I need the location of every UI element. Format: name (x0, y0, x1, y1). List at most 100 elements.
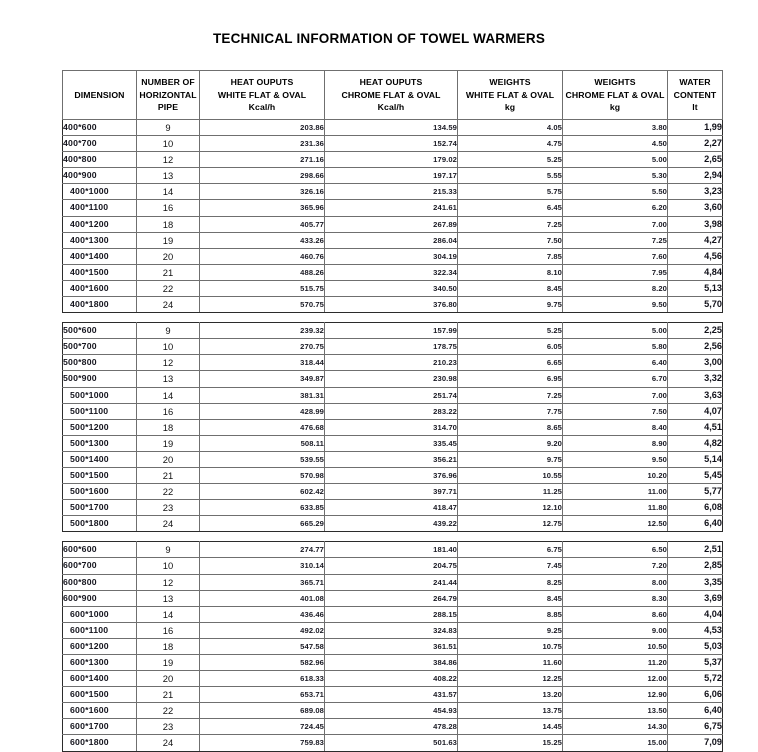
cell-heat-output-chrome: 230.98 (324, 370, 458, 388)
table-row: 600*900 13 401.08 264.79 8.45 8.30 3,69 (62, 589, 723, 607)
cell-pipe-count: 21 (136, 263, 200, 281)
cell-weight-white: 10.75 (457, 637, 563, 656)
cell-dimension: 400*900 (62, 167, 137, 185)
cell-heat-output-white: 274.77 (199, 541, 325, 559)
cell-weight-chrome: 5.80 (562, 338, 668, 356)
cell-weight-chrome: 11.00 (562, 483, 668, 501)
cell-dimension: 600*1200 (62, 637, 137, 656)
cell-weight-white: 8.65 (457, 418, 563, 436)
cell-weight-white: 8.45 (457, 279, 563, 298)
cell-weight-white: 13.75 (457, 702, 563, 720)
cell-weight-white: 7.45 (457, 557, 563, 575)
cell-heat-output-chrome: 408.22 (324, 670, 458, 688)
cell-weight-chrome: 8.40 (562, 418, 668, 436)
cell-heat-output-white: 653.71 (199, 686, 325, 704)
cell-weight-chrome: 8.30 (562, 589, 668, 607)
cell-dimension: 500*1200 (62, 418, 137, 436)
cell-dimension: 400*800 (62, 151, 137, 169)
cell-weight-chrome: 7.20 (562, 557, 668, 575)
table-row: 500*900 13 349.87 230.98 6.95 6.70 3,32 (62, 370, 723, 388)
cell-heat-output-chrome: 314.70 (324, 418, 458, 436)
cell-water-content: 4,51 (667, 418, 723, 436)
cell-weight-chrome: 6.70 (562, 370, 668, 388)
cell-heat-output-white: 602.42 (199, 483, 325, 501)
cell-weight-chrome: 6.20 (562, 199, 668, 217)
cell-weight-chrome: 8.60 (562, 605, 668, 623)
table-row: 600*600 9 274.77 181.40 6.75 6.50 2,51 (62, 541, 723, 559)
cell-weight-chrome: 8.90 (562, 434, 668, 452)
cell-water-content: 4,53 (667, 621, 723, 639)
table-row: 500*1200 18 476.68 314.70 8.65 8.40 4,51 (62, 418, 723, 436)
cell-water-content: 4,27 (667, 231, 723, 249)
cell-pipe-count: 10 (136, 135, 200, 153)
cell-dimension: 500*900 (62, 370, 137, 388)
cell-water-content: 2,25 (667, 322, 723, 340)
cell-weight-chrome: 7.25 (562, 231, 668, 249)
table-row: 400*1800 24 570.75 376.80 9.75 9.50 5,70 (62, 296, 723, 314)
block-separator-cell (63, 313, 723, 323)
cell-water-content: 3,00 (667, 354, 723, 372)
cell-pipe-count: 12 (136, 151, 200, 169)
cell-pipe-count: 23 (136, 499, 200, 517)
table-row: 500*1700 23 633.85 418.47 12.10 11.80 6,08 (62, 499, 723, 517)
cell-pipe-count: 19 (136, 653, 200, 672)
cell-heat-output-white: 405.77 (199, 215, 325, 233)
block-separator (63, 313, 723, 323)
cell-dimension: 500*1300 (62, 434, 137, 452)
document-page: TECHNICAL INFORMATION OF TOWEL WARMERS D… (62, 31, 723, 752)
cell-weight-chrome: 14.30 (562, 718, 668, 736)
cell-dimension: 600*1300 (62, 653, 137, 672)
cell-heat-output-white: 570.98 (199, 466, 325, 485)
cell-weight-chrome: 13.50 (562, 702, 668, 720)
cell-weight-white: 11.25 (457, 483, 563, 501)
table-header: DIMENSION NUMBER OF HORIZONTAL PIPE HEAT OUP… (62, 70, 723, 120)
cell-heat-output-white: 582.96 (199, 653, 325, 672)
cell-heat-output-chrome: 283.22 (324, 402, 458, 420)
table-row: 600*1700 23 724.45 478.28 14.45 14.30 6,75 (62, 718, 723, 736)
table-row: 500*1100 16 428.99 283.22 7.75 7.50 4,07 (62, 402, 723, 420)
cell-heat-output-chrome: 264.79 (324, 589, 458, 607)
cell-weight-white: 6.65 (457, 354, 563, 372)
cell-water-content: 2,56 (667, 338, 723, 356)
column-header-heat-outputs-white: HEAT OUPUTS WHITE FLAT & OVAL Kcal/h (199, 70, 325, 120)
cell-heat-output-white: 724.45 (199, 718, 325, 736)
cell-heat-output-white: 759.83 (199, 734, 325, 752)
cell-heat-output-white: 433.26 (199, 231, 325, 249)
cell-heat-output-chrome: 152.74 (324, 135, 458, 153)
column-header-line: WHITE FLAT & OVAL (465, 89, 555, 100)
cell-heat-output-white: 239.32 (199, 322, 325, 340)
cell-heat-output-chrome: 286.04 (324, 231, 458, 249)
cell-heat-output-white: 488.26 (199, 263, 325, 281)
cell-heat-output-white: 428.99 (199, 402, 325, 420)
cell-water-content: 3,60 (667, 199, 723, 217)
cell-pipe-count: 9 (136, 322, 200, 340)
cell-weight-chrome: 7.00 (562, 215, 668, 233)
cell-heat-output-chrome: 204.75 (324, 557, 458, 575)
cell-water-content: 2,94 (667, 167, 723, 185)
cell-heat-output-white: 689.08 (199, 702, 325, 720)
table-row: 500*1600 22 602.42 397.71 11.25 11.00 5,77 (62, 483, 723, 501)
cell-dimension: 600*600 (62, 541, 137, 559)
cell-heat-output-chrome: 356.21 (324, 450, 458, 468)
cell-weight-white: 6.05 (457, 338, 563, 356)
cell-weight-white: 7.85 (457, 247, 563, 265)
table-row: 500*600 9 239.32 157.99 5.25 5.00 2,25 (62, 322, 723, 340)
cell-water-content: 3,32 (667, 370, 723, 388)
cell-heat-output-white: 231.36 (199, 135, 325, 153)
column-header-line: NUMBER OF (141, 76, 195, 87)
cell-water-content: 4,07 (667, 402, 723, 420)
cell-pipe-count: 13 (136, 167, 200, 185)
cell-heat-output-white: 318.44 (199, 354, 325, 372)
column-header-line: WEIGHTS (594, 76, 636, 87)
cell-weight-white: 6.95 (457, 370, 563, 388)
cell-weight-chrome: 6.40 (562, 354, 668, 372)
cell-weight-white: 8.85 (457, 605, 563, 623)
cell-water-content: 3,98 (667, 215, 723, 233)
cell-weight-white: 13.20 (457, 686, 563, 704)
cell-weight-white: 7.25 (457, 386, 563, 404)
column-header-line: kg (609, 102, 621, 113)
column-header-water-content: WATER CONTENT lt (667, 70, 723, 120)
cell-weight-white: 7.25 (457, 215, 563, 233)
cell-dimension: 500*1100 (62, 402, 137, 420)
cell-pipe-count: 22 (136, 279, 200, 298)
